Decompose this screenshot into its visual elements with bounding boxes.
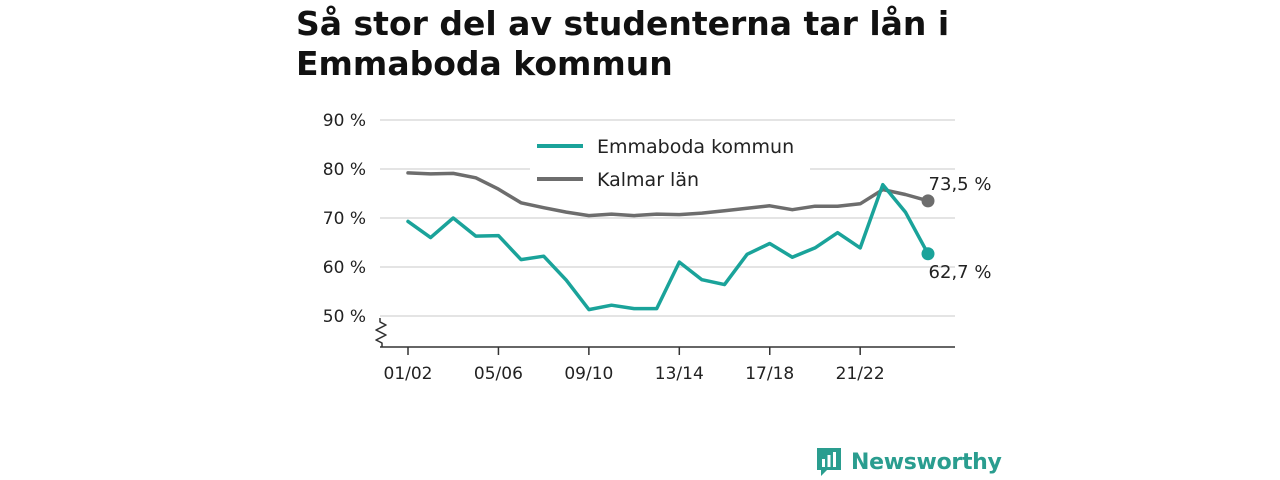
- gridlines: [380, 119, 955, 317]
- end-label-0: 62,7 %: [929, 262, 992, 283]
- x-tick-label: 05/06: [474, 364, 523, 384]
- legend: Emmaboda kommun Kalmar län: [530, 128, 810, 198]
- brand-logo: Newsworthy: [815, 446, 1002, 478]
- y-tick-label: 90 %: [323, 111, 366, 131]
- legend-box: [530, 128, 810, 198]
- chart-title: Så stor del av studenterna tar lån i Emm…: [296, 4, 950, 83]
- y-tick-label: 70 %: [323, 209, 366, 229]
- axis-break-icon: [375, 318, 387, 347]
- brand-name: Newsworthy: [851, 449, 1002, 475]
- series-line-0: [406, 182, 930, 312]
- end-label-1: 73,5 %: [929, 174, 992, 195]
- x-tick-label: 01/02: [384, 364, 433, 384]
- legend-label-1: Kalmar län: [597, 169, 699, 191]
- x-tick-label: 21/22: [836, 364, 885, 384]
- x-tick-label: 09/10: [564, 364, 613, 384]
- y-tick-label: 60 %: [323, 258, 366, 278]
- series-lines: [406, 171, 930, 312]
- y-axis-tick-labels: 50 % 60 % 70 % 80 % 90 %: [323, 111, 366, 327]
- newsworthy-logo-icon: [817, 448, 841, 476]
- x-tick-label: 17/18: [745, 364, 794, 384]
- x-tick-label: 13/14: [655, 364, 704, 384]
- end-labels: 62,7 % 73,5 %: [921, 174, 992, 283]
- x-axis: 01/02 05/06 09/10 13/14 17/18 21/22: [380, 346, 955, 384]
- legend-label-0: Emmaboda kommun: [597, 136, 794, 158]
- line-chart: 50 % 60 % 70 % 80 % 90 % 01/02 05/06 09/10 13/1…: [323, 111, 992, 384]
- axis-break-zigzag: [375, 318, 387, 347]
- y-tick-label: 50 %: [323, 307, 366, 327]
- end-marker-0: [921, 247, 935, 261]
- y-tick-label: 80 %: [323, 160, 366, 180]
- end-marker-1: [921, 194, 935, 208]
- series-line-1: [406, 171, 930, 218]
